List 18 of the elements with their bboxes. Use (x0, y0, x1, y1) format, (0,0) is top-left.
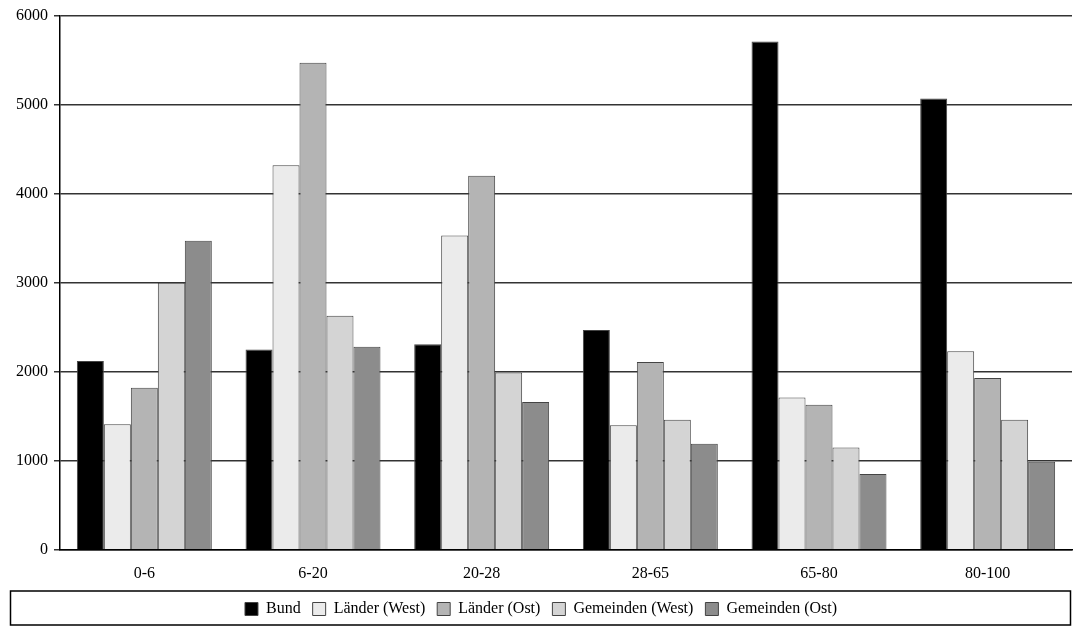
x-tick-label: 6-20 (298, 563, 328, 581)
legend-label: Gemeinden (West) (573, 599, 694, 618)
y-tick-label: 1000 (16, 450, 48, 468)
legend-label: Länder (West) (333, 599, 426, 618)
legend-label: Bund (265, 599, 301, 617)
x-tick-label: 20-28 (463, 563, 501, 581)
x-tick-label: 80-100 (965, 563, 1011, 581)
y-tick-label: 0 (40, 540, 48, 557)
y-tick-label: 5000 (16, 94, 48, 112)
x-tick-label: 28-65 (631, 563, 669, 581)
y-tick-label: 3000 (16, 272, 48, 290)
x-tick-label: 0-6 (133, 563, 155, 581)
y-tick-label: 6000 (16, 5, 48, 23)
x-tick-label: 65-80 (800, 563, 838, 581)
y-tick-label: 4000 (16, 183, 48, 201)
legend-label: Gemeinden (Ost) (726, 599, 838, 618)
y-tick-label: 2000 (16, 361, 48, 379)
legend-label: Länder (Ost) (458, 599, 541, 618)
